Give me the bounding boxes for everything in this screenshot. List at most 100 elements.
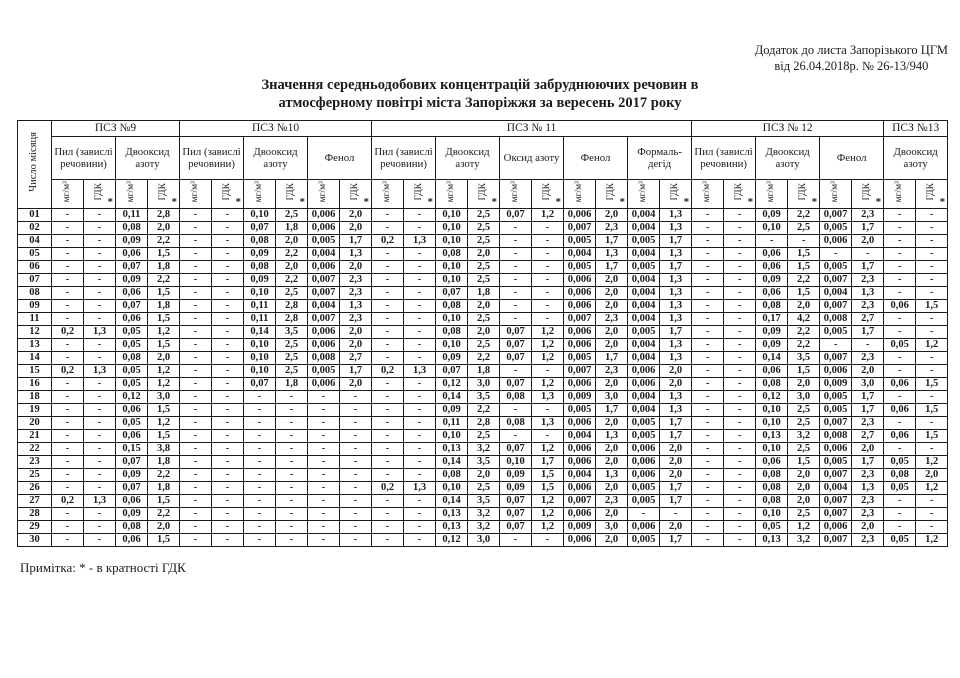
value-cell: - bbox=[691, 351, 725, 365]
value-cell: - bbox=[691, 247, 725, 261]
value-cell: - bbox=[339, 403, 373, 417]
value-cell: 2,3 bbox=[339, 286, 373, 300]
value-cell: - bbox=[691, 234, 725, 248]
value-cell: - bbox=[883, 312, 917, 326]
gdk-asterisk: * bbox=[491, 196, 498, 208]
unit-gdk-header: ГДК * bbox=[787, 179, 821, 209]
value-cell: - bbox=[243, 468, 277, 482]
value-cell: 0,08 bbox=[115, 221, 148, 235]
value-cell: - bbox=[499, 234, 533, 248]
value-cell: - bbox=[51, 273, 84, 287]
unit-gdk-header: ГДК * bbox=[595, 179, 629, 209]
value-cell: 0,10 bbox=[755, 507, 789, 521]
value-cell: 2,5 bbox=[787, 442, 821, 456]
value-cell: 2,5 bbox=[275, 208, 309, 222]
value-cell: 1,3 bbox=[531, 390, 565, 404]
table-row: 05- -0,06 1,5- -0,09 2,2 0,004 1,3- -0,08 2,0- -0… bbox=[17, 247, 949, 261]
value-cell: - bbox=[403, 221, 437, 235]
value-cell: - bbox=[83, 312, 116, 326]
value-cell: 2,8 bbox=[275, 312, 309, 326]
value-cell: 0,005 bbox=[819, 455, 853, 469]
value-cell: - bbox=[691, 481, 725, 495]
corner-note-line1: Додаток до листа Запорізького ЦГМ bbox=[754, 43, 948, 57]
value-cell: - bbox=[659, 507, 693, 521]
value-cell: - bbox=[499, 312, 533, 326]
value-cell: 1,2 bbox=[531, 338, 565, 352]
value-cell: 2,3 bbox=[595, 221, 629, 235]
value-cell: - bbox=[691, 273, 725, 287]
value-cell: 2,3 bbox=[851, 416, 885, 430]
value-cell: 0,05 bbox=[883, 455, 917, 469]
value-cell: 0,10 bbox=[243, 338, 277, 352]
value-cell: - bbox=[883, 520, 917, 534]
value-cell: - bbox=[723, 234, 757, 248]
value-cell: - bbox=[211, 403, 245, 417]
value-cell: - bbox=[51, 403, 84, 417]
page-title-line2: атмосферному повітрі міста Запоріжжя за … bbox=[278, 95, 682, 112]
value-cell: - bbox=[915, 494, 949, 508]
value-cell: 2,0 bbox=[467, 299, 501, 313]
day-cell: 27 bbox=[17, 494, 52, 508]
value-cell: 3,5 bbox=[467, 455, 501, 469]
value-cell: 0,007 bbox=[819, 468, 853, 482]
value-cell: 0,006 bbox=[819, 442, 853, 456]
value-cell: 2,5 bbox=[467, 260, 501, 274]
value-cell: 0,007 bbox=[819, 494, 853, 508]
value-cell: 1,5 bbox=[787, 247, 821, 261]
value-cell: 0,08 bbox=[243, 234, 277, 248]
value-cell: 1,7 bbox=[531, 455, 565, 469]
value-cell: - bbox=[211, 221, 245, 235]
value-cell: 0,2 bbox=[51, 325, 84, 339]
unit-gdk-header: ГДК * bbox=[531, 179, 565, 209]
value-cell: - bbox=[403, 338, 437, 352]
value-cell: 1,7 bbox=[851, 325, 885, 339]
value-cell: - bbox=[51, 429, 84, 443]
value-cell: 0,08 bbox=[115, 351, 148, 365]
value-cell: 0,08 bbox=[755, 494, 789, 508]
value-cell: 2,0 bbox=[659, 364, 693, 378]
value-cell: 0,07 bbox=[499, 351, 533, 365]
value-cell: - bbox=[883, 442, 917, 456]
value-cell: 0,2 bbox=[51, 494, 84, 508]
value-cell: - bbox=[403, 533, 437, 547]
footnote: Примітка: * - в кратності ГДК bbox=[20, 560, 186, 575]
value-cell: 1,5 bbox=[146, 286, 181, 300]
value-cell: - bbox=[403, 442, 437, 456]
value-cell: - bbox=[179, 208, 213, 222]
value-cell: 0,09 bbox=[499, 481, 533, 495]
page-title: Значення середньодобових концентрацій за… bbox=[0, 76, 960, 112]
value-cell: 2,0 bbox=[339, 208, 373, 222]
value-cell: 1,2 bbox=[531, 377, 565, 391]
table-row: 09- -0,07 1,8- -0,11 2,8 0,004 1,3- -0,08 2,0- -0… bbox=[17, 299, 949, 313]
value-cell: - bbox=[179, 338, 213, 352]
unit-mg-header: мг/м³ bbox=[115, 179, 148, 209]
value-cell: - bbox=[179, 299, 213, 313]
value-cell: 0,12 bbox=[115, 390, 148, 404]
value-cell: - bbox=[211, 442, 245, 456]
value-cell: - bbox=[723, 455, 757, 469]
table-row: 06- -0,07 1,8- -0,08 2,0 0,006 2,0- -0,10 2,5- -0… bbox=[17, 260, 949, 274]
unit-gdk-label: ГДК bbox=[541, 182, 552, 201]
value-cell: - bbox=[531, 247, 565, 261]
value-cell: - bbox=[691, 208, 725, 222]
table-row: 08- -0,06 1,5- -0,10 2,5 0,007 2,3- -0,07 1,8- -0… bbox=[17, 286, 949, 300]
value-cell: 0,004 bbox=[563, 468, 597, 482]
value-cell: - bbox=[371, 494, 405, 508]
value-cell: 0,004 bbox=[627, 208, 661, 222]
value-cell: 1,8 bbox=[146, 481, 181, 495]
value-cell: 2,5 bbox=[467, 208, 501, 222]
value-cell: - bbox=[179, 351, 213, 365]
value-cell: 0,05 bbox=[883, 533, 917, 547]
value-cell: 1,3 bbox=[403, 364, 437, 378]
value-cell: 2,0 bbox=[339, 221, 373, 235]
gdk-asterisk: * bbox=[299, 196, 306, 208]
gdk-asterisk: * bbox=[939, 196, 946, 208]
value-cell: - bbox=[531, 273, 565, 287]
value-cell: - bbox=[83, 221, 116, 235]
value-cell: - bbox=[915, 221, 949, 235]
value-cell: 1,8 bbox=[467, 364, 501, 378]
value-cell: 0,005 bbox=[627, 429, 661, 443]
unit-gdk-label: ГДК bbox=[285, 182, 296, 201]
value-cell: - bbox=[83, 338, 116, 352]
value-cell: 0,004 bbox=[627, 247, 661, 261]
